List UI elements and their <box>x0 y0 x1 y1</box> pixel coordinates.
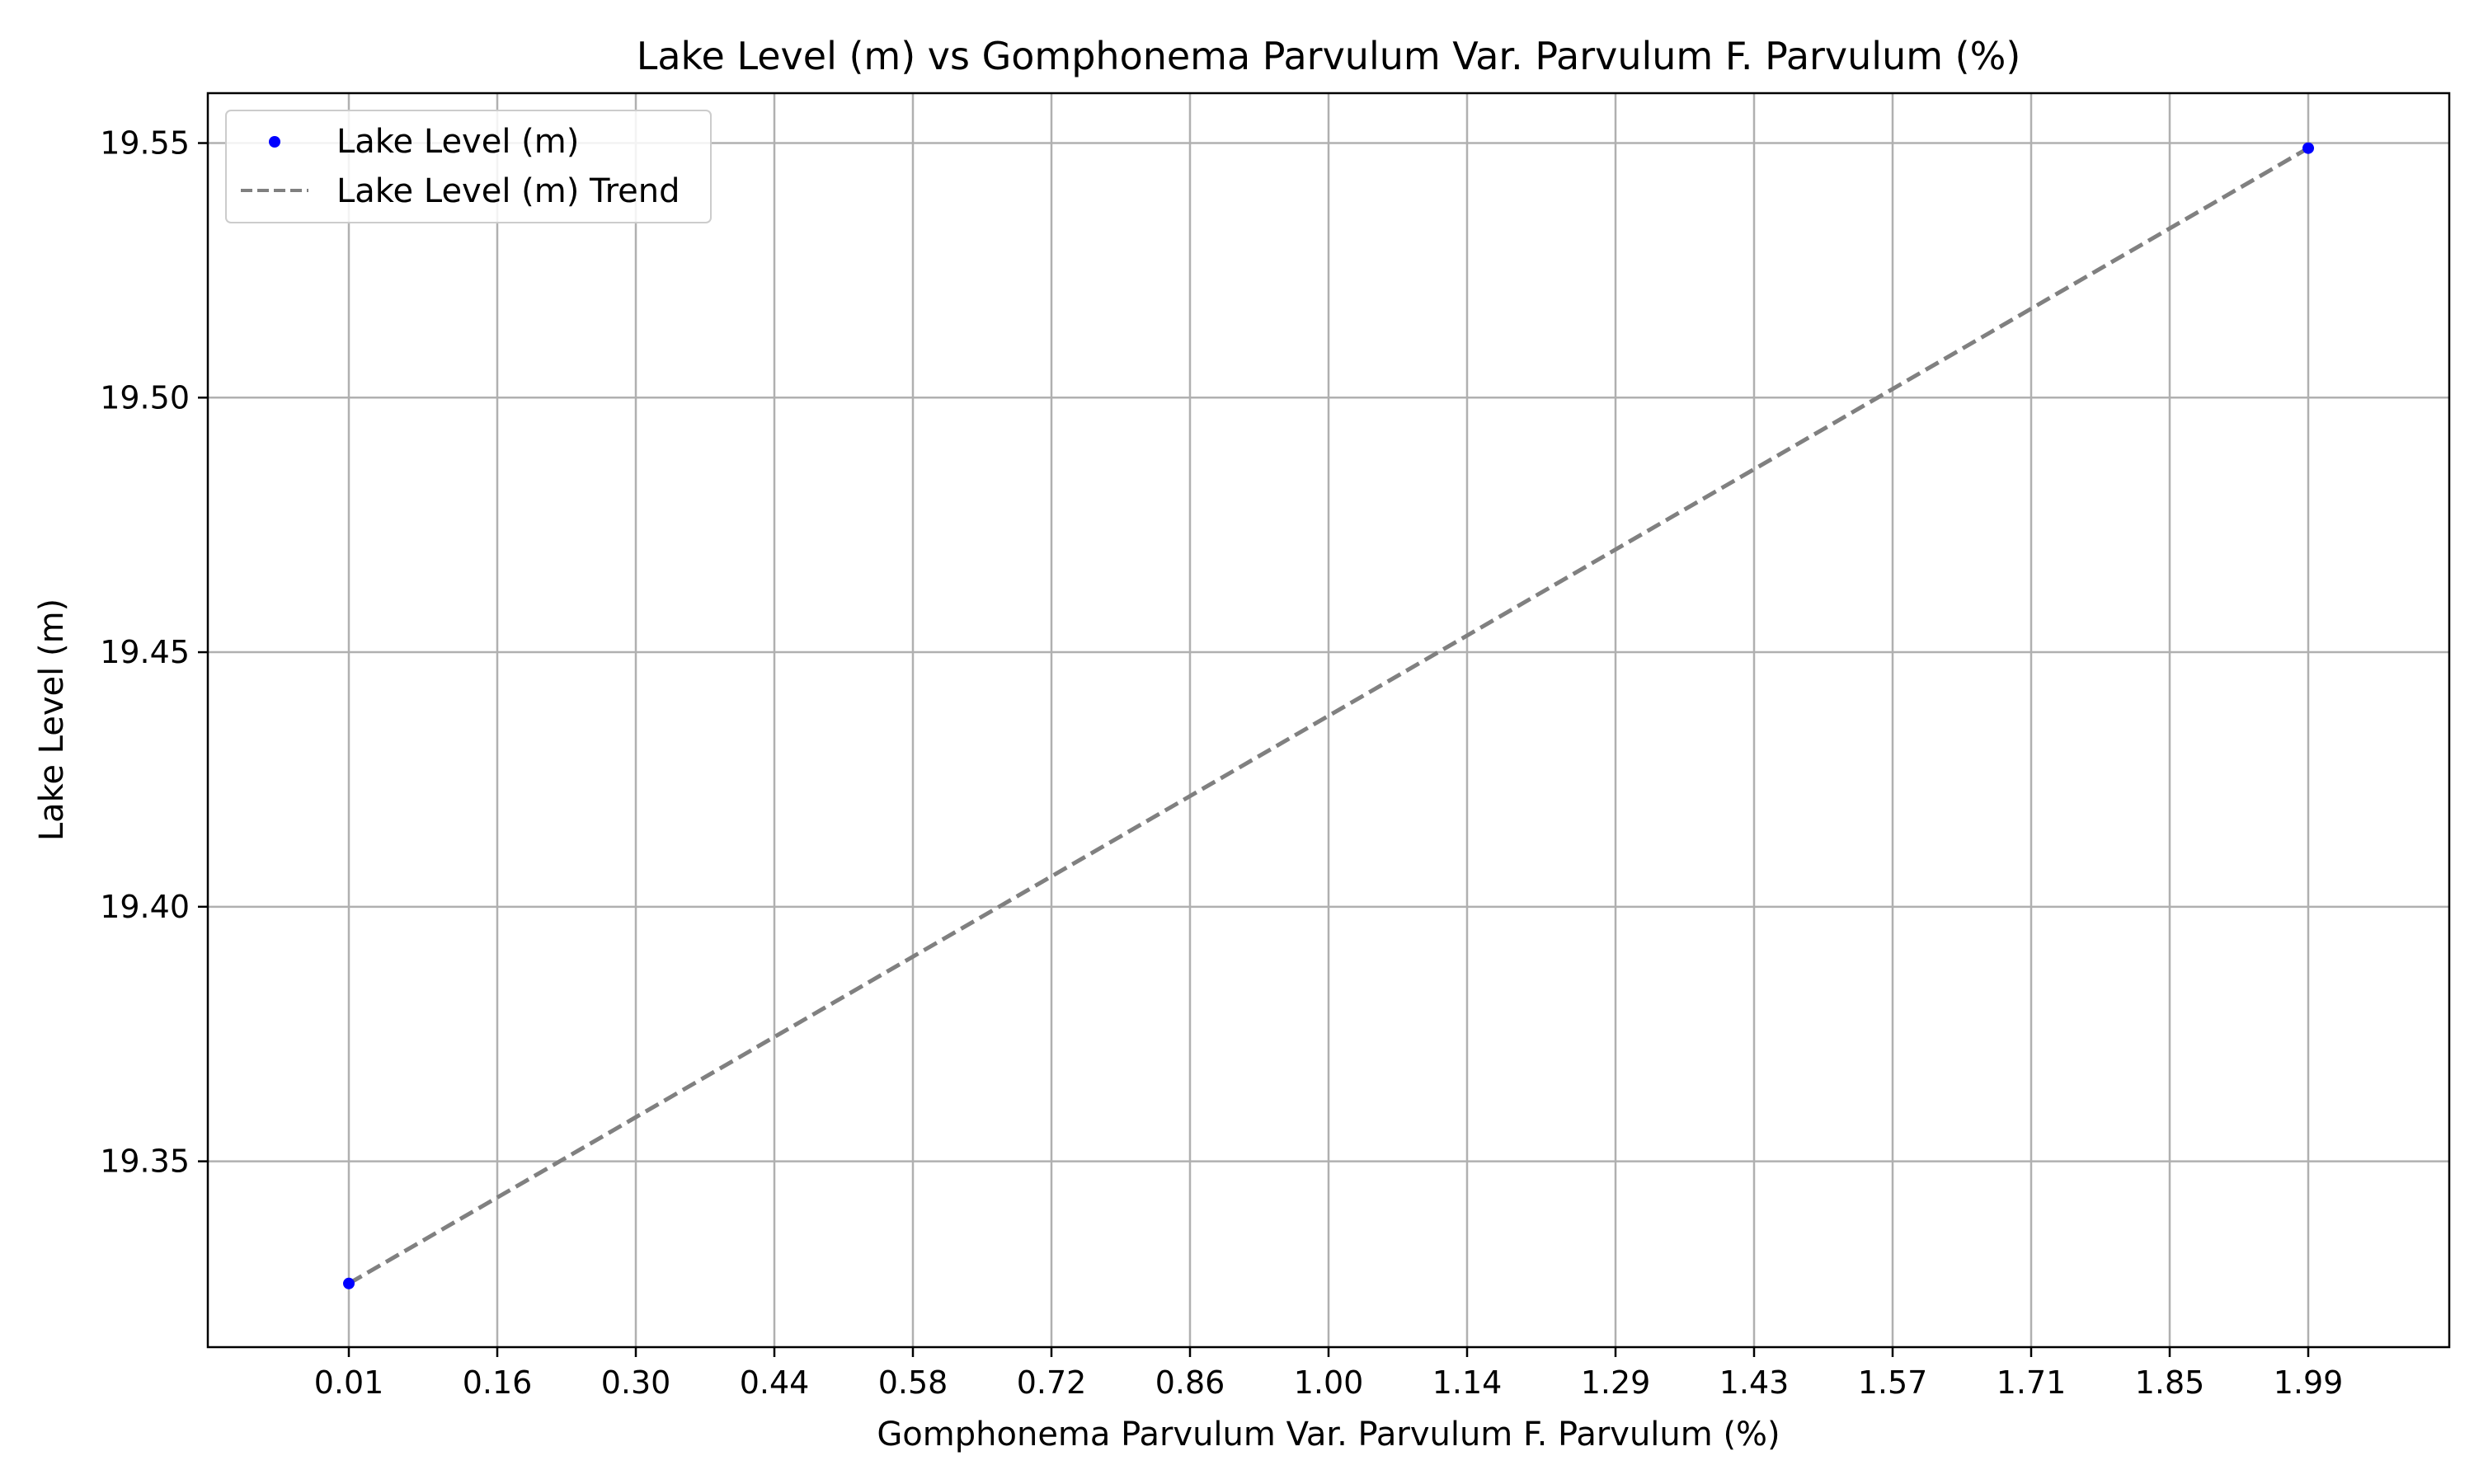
trend-line <box>347 146 2310 1285</box>
x-tick-label: 0.44 <box>740 1364 810 1401</box>
y-tick-label: 19.35 <box>100 1144 190 1180</box>
legend: Lake Level (m) Lake Level (m) Trend <box>225 110 712 223</box>
grid-lines <box>208 93 2449 1347</box>
y-axis-title: Lake Level (m) <box>33 599 71 841</box>
x-tick-label: 1.71 <box>1997 1364 2067 1401</box>
x-tick-label: 1.29 <box>1581 1364 1651 1401</box>
y-tick-label: 19.45 <box>100 634 190 670</box>
legend-box <box>225 110 712 223</box>
x-tick-label: 1.85 <box>2135 1364 2205 1401</box>
x-tick-label: 1.99 <box>2274 1364 2344 1401</box>
y-tick-label: 19.40 <box>100 889 190 925</box>
y-tick-label: 19.55 <box>100 125 190 162</box>
x-axis-title: Gomphonema Parvulum Var. Parvulum F. Par… <box>877 1416 1780 1453</box>
x-tick-label: 1.00 <box>1294 1364 1364 1401</box>
data-point <box>343 1277 355 1289</box>
data-point <box>2302 142 2314 154</box>
legend-marker-scatter <box>269 136 280 148</box>
x-tick-label: 1.43 <box>1719 1364 1790 1401</box>
legend-label-trend: Lake Level (m) Trend <box>336 172 680 210</box>
x-tick-label: 0.30 <box>601 1364 671 1401</box>
x-tick-label: 0.72 <box>1017 1364 1087 1401</box>
axis-ticks: 0.01 0.16 0.30 0.44 0.58 0.72 0.86 1.00 1.14 1.29… <box>100 125 2343 1401</box>
legend-label-scatter: Lake Level (m) <box>336 123 579 161</box>
plot-series <box>343 142 2314 1289</box>
x-tick-label: 0.58 <box>878 1364 948 1401</box>
x-tick-label: 1.57 <box>1858 1364 1928 1401</box>
y-tick-label: 19.50 <box>100 379 190 416</box>
x-tick-label: 0.01 <box>314 1364 384 1401</box>
x-tick-label: 0.16 <box>463 1364 533 1401</box>
x-tick-label: 1.14 <box>1432 1364 1503 1401</box>
x-tick-label: 0.86 <box>1155 1364 1225 1401</box>
chart-title: Lake Level (m) vs Gomphonema Parvulum Va… <box>637 34 2021 78</box>
